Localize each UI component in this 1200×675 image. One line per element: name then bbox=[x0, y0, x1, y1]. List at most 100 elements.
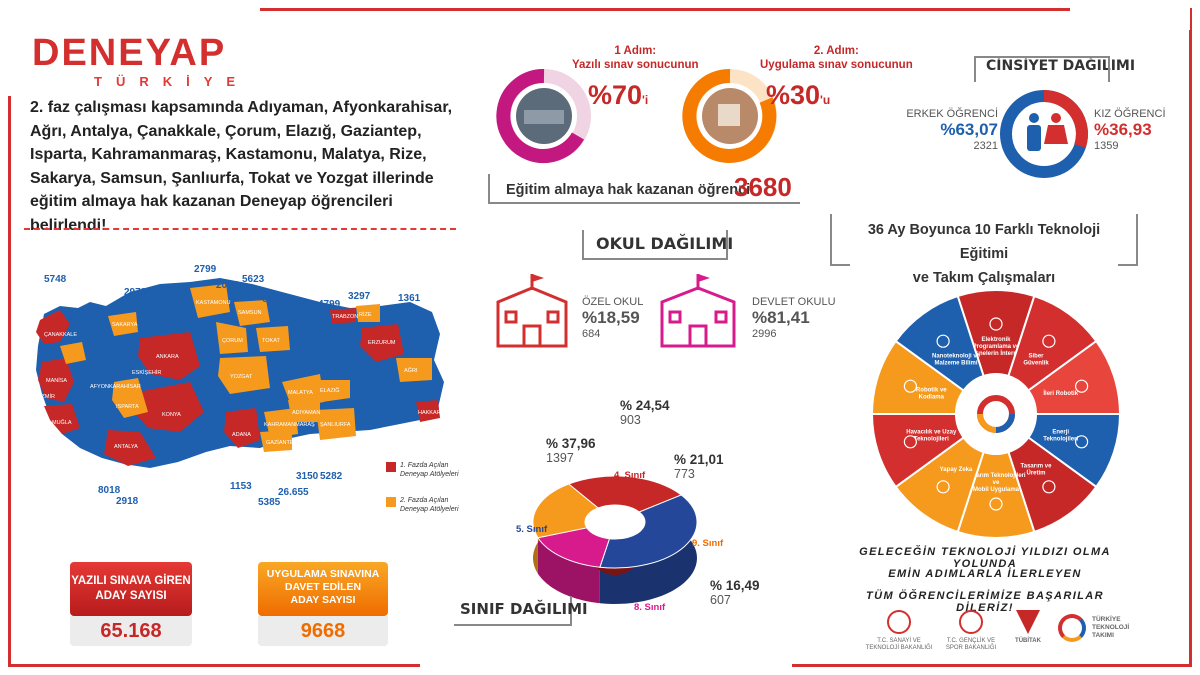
step2-title: 2. Adım: Uygulama sınav sonucunun bbox=[760, 44, 913, 72]
map-number: 5385 bbox=[258, 497, 281, 508]
city-label: İZMİR bbox=[40, 393, 55, 400]
female-pct: %36,93 bbox=[1094, 120, 1152, 139]
tubitak-icon bbox=[1016, 610, 1040, 634]
map-region-orange bbox=[60, 342, 86, 364]
city-label: AFYONKARAHİSAR bbox=[90, 383, 141, 390]
center-icon-arc bbox=[995, 413, 1015, 433]
gender-ring bbox=[1000, 90, 1088, 178]
tech-segment-icon bbox=[989, 497, 1003, 511]
city-label: SAMSUN bbox=[238, 310, 262, 316]
ring-progress bbox=[496, 68, 585, 163]
private-count: 684 bbox=[582, 328, 601, 340]
frame-cover-logo bbox=[0, 0, 260, 96]
city-label: ADANA bbox=[232, 432, 251, 438]
flag bbox=[532, 274, 544, 282]
slogan-line: GELECEĞİN TEKNOLOJİ YILDIZI OLMA YOLUNDA bbox=[859, 546, 1111, 570]
frame-cover-top bbox=[1070, 0, 1190, 30]
map-region-orange bbox=[190, 284, 230, 318]
practical-exam-value: 9668 bbox=[258, 616, 388, 646]
step1-pct: %70'i bbox=[588, 80, 648, 111]
map-number: 5784 bbox=[288, 302, 311, 313]
badge-title: YAZILI SINAVA GİREN bbox=[71, 575, 191, 587]
logo-caption: TÜRKİYE bbox=[1092, 616, 1121, 623]
city-label: ANKARA bbox=[156, 354, 179, 360]
tech-title-line: 36 Ay Boyunca 10 Farklı Teknoloji Eğitim… bbox=[867, 222, 1101, 262]
class-title: SINIF DAĞILIMI bbox=[460, 600, 588, 618]
logo-caption: T.C. GENÇLİK VE bbox=[946, 638, 996, 644]
public-pct: %81,41 bbox=[752, 308, 810, 327]
map-region-orange bbox=[218, 356, 270, 394]
legend-phase1: 1. Fazda Açılan Deneyap Atölyeleri bbox=[400, 461, 459, 479]
city-label: ISPARTA bbox=[116, 404, 139, 410]
gender-male: ERKEK ÖĞRENCİ %63,07 2321 bbox=[906, 108, 998, 152]
intro-line: Isparta, Kahramanmaraş, Kastamonu, Malat… bbox=[30, 146, 427, 163]
step-title-line: 1 Adım: bbox=[614, 45, 657, 57]
tech-segment-label: Elektronik bbox=[981, 337, 1011, 343]
city-label: AĞRI bbox=[404, 367, 418, 374]
female-icon bbox=[1044, 125, 1068, 144]
city-label: HAKKARİ bbox=[418, 409, 443, 416]
female-icon-head bbox=[1051, 113, 1061, 123]
school-window bbox=[714, 310, 728, 324]
map-number: 5623 bbox=[242, 274, 265, 285]
tech-segment-icon bbox=[936, 480, 950, 494]
city-label: ELAZIĞ bbox=[320, 387, 340, 394]
teknoloji-takimi-logo: TÜRKİYE TEKNOLOJİ TAKIMI bbox=[1058, 610, 1148, 642]
map-region-orange bbox=[256, 326, 290, 352]
center-icon-arc bbox=[977, 413, 997, 433]
slice-5-s-n-f bbox=[599, 494, 698, 569]
step2-pct: %30'u bbox=[766, 80, 830, 111]
map-number: 5748 bbox=[44, 274, 67, 285]
city-label: ŞANLIURFA bbox=[320, 422, 351, 428]
logo-caption: SPOR BAKANLIĞI bbox=[945, 645, 997, 651]
tech-segment-label: Mobil Uygulama bbox=[973, 487, 1020, 493]
map-region-red bbox=[132, 382, 204, 432]
city-label: KASTAMONU bbox=[196, 300, 230, 306]
tech-segment-icon bbox=[1042, 334, 1056, 348]
badge-title: UYGULAMA SINAVINA bbox=[266, 568, 380, 580]
step-title-line: 2. Adım: bbox=[813, 45, 859, 57]
city-label: KAHRAMANMARAŞ bbox=[264, 422, 315, 428]
ministry-industry-icon bbox=[887, 610, 911, 634]
tech-segment-label: Yapay Zeka bbox=[940, 467, 973, 473]
map-region-red bbox=[104, 430, 156, 466]
map-number: 5282 bbox=[320, 471, 343, 482]
map-number: 2005 bbox=[216, 280, 239, 291]
male-icon bbox=[1027, 125, 1041, 151]
gender-title: CİNSİYET DAĞILIMI bbox=[986, 58, 1136, 74]
badge-title: ADAY SAYISI bbox=[95, 590, 167, 602]
map-number: 2979 bbox=[124, 287, 147, 298]
map-number: 2918 bbox=[116, 496, 139, 507]
male-icon-head bbox=[1029, 113, 1039, 123]
map-region-red bbox=[416, 400, 440, 422]
tech-segment-label: Teknolojileri bbox=[1043, 437, 1078, 443]
step-pct: %30 bbox=[766, 80, 821, 110]
school-door bbox=[522, 324, 542, 346]
female-ring bbox=[1043, 90, 1088, 148]
public-school: DEVLET OKULU %81,41 2996 bbox=[752, 296, 836, 340]
tech-segment-icon bbox=[936, 334, 950, 348]
qualified-label: Eğitim almaya hak kazanan öğrenci: bbox=[506, 182, 756, 198]
gender-female: KIZ ÖĞRENCİ %36,93 1359 bbox=[1094, 108, 1166, 152]
logo-caption: TEKNOLOJİ BAKANLIĞI bbox=[865, 645, 933, 651]
written-exam-badge: YAZILI SINAVA GİREN ADAY SAYISI bbox=[70, 562, 192, 616]
grade9-name: 9. Sınıf bbox=[692, 538, 724, 549]
city-label: ERZURUM bbox=[368, 340, 396, 346]
city-label: ADIYAMAN bbox=[292, 410, 320, 416]
map-region-red bbox=[38, 358, 74, 402]
legend-label: Deneyap Atölyeleri bbox=[400, 506, 459, 513]
class-distribution-chart bbox=[532, 475, 698, 604]
tech-segment bbox=[894, 294, 985, 392]
logo-main: DENEYAP bbox=[32, 32, 226, 75]
city-label: TOKAT bbox=[262, 338, 280, 344]
grade4-name: 4. Sınıf bbox=[614, 470, 646, 481]
grade5-count: 1397 bbox=[546, 451, 574, 465]
map-region-red bbox=[360, 324, 404, 362]
male-count: 2321 bbox=[973, 140, 998, 152]
public-count: 2996 bbox=[752, 328, 777, 340]
step1-ring bbox=[496, 68, 591, 163]
map-number: 1153 bbox=[230, 481, 252, 492]
city-label: RİZE bbox=[359, 311, 372, 318]
map-region-orange bbox=[316, 408, 356, 440]
logo-caption: T.C. SANAYİ VE bbox=[877, 638, 921, 644]
